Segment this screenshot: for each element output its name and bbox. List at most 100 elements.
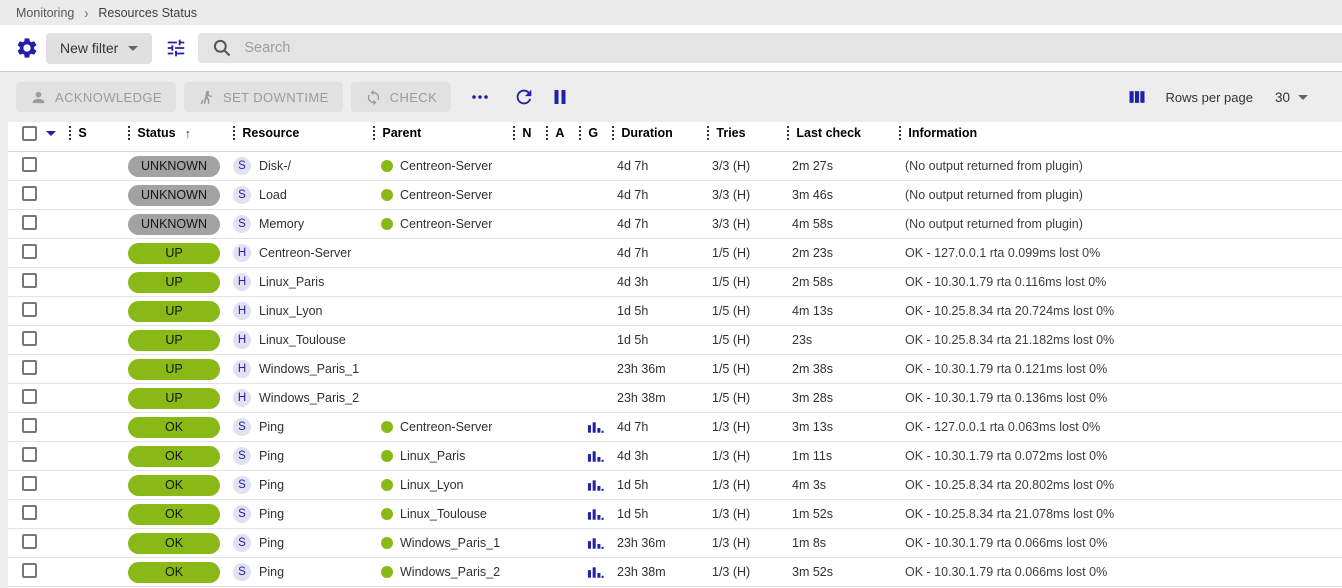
row-checkbox[interactable] (22, 418, 37, 433)
rows-per-page-select[interactable]: 30 (1275, 90, 1308, 105)
parent-cell[interactable]: Centreon-Server (377, 217, 492, 231)
drag-handle-icon[interactable] (899, 125, 902, 141)
more-actions-button[interactable] (465, 82, 495, 112)
row-checkbox[interactable] (22, 447, 37, 462)
parent-name[interactable]: Centreon-Server (400, 217, 493, 231)
table-row[interactable]: UP H Linux_Paris 4d 3h 1/5 (H) 2m 58s OK… (8, 268, 1342, 297)
table-row[interactable]: OK S Ping Windows_Paris_1 23h 36m 1/3 (H… (8, 529, 1342, 558)
breadcrumb-monitoring[interactable]: Monitoring (16, 5, 75, 20)
parent-name[interactable]: Windows_Paris_1 (400, 536, 501, 550)
table-row[interactable]: OK S Ping Linux_Toulouse 1d 5h 1/3 (H) 1… (8, 500, 1342, 529)
drag-handle-icon[interactable] (787, 125, 790, 141)
resource-name[interactable]: Linux_Toulouse (259, 333, 346, 347)
breadcrumb-resources-status[interactable]: Resources Status (98, 5, 198, 20)
table-row[interactable]: UNKNOWN S Disk-/ Centreon-Server 4d 7h 3… (8, 152, 1342, 181)
graph-icon[interactable] (587, 537, 604, 550)
drag-handle-icon[interactable] (612, 125, 615, 141)
select-menu-caret-icon[interactable] (46, 130, 56, 136)
header-status[interactable]: Status ↑ (128, 126, 233, 141)
table-row[interactable]: OK S Ping Linux_Paris 4d 3h 1/3 (H) 1m 1… (8, 442, 1342, 471)
table-row[interactable]: UP H Centreon-Server 4d 7h 1/5 (H) 2m 23… (8, 239, 1342, 268)
parent-name[interactable]: Windows_Paris_2 (400, 565, 501, 579)
row-checkbox[interactable] (22, 215, 37, 230)
graph-icon[interactable] (587, 508, 604, 521)
drag-handle-icon[interactable] (69, 125, 72, 141)
resource-name[interactable]: Disk-/ (259, 159, 291, 173)
row-checkbox[interactable] (22, 505, 37, 520)
graph-icon[interactable] (587, 421, 604, 434)
resource-name[interactable]: Centreon-Server (259, 246, 352, 260)
row-checkbox[interactable] (22, 273, 37, 288)
parent-name[interactable]: Centreon-Server (400, 420, 493, 434)
graph-icon[interactable] (587, 450, 604, 463)
graph-icon[interactable] (587, 566, 604, 579)
row-checkbox[interactable] (22, 331, 37, 346)
row-checkbox[interactable] (22, 157, 37, 172)
table-row[interactable]: OK S Ping Centreon-Server 4d 7h 1/3 (H) … (8, 413, 1342, 442)
resource-name[interactable]: Load (259, 188, 287, 202)
new-filter-dropdown[interactable]: New filter (46, 32, 153, 64)
resource-name[interactable]: Ping (259, 449, 285, 463)
table-row[interactable]: UNKNOWN S Load Centreon-Server 4d 7h 3/3… (8, 181, 1342, 210)
resource-name[interactable]: Linux_Lyon (259, 304, 323, 318)
row-checkbox[interactable] (22, 360, 37, 375)
advanced-filter-button[interactable] (160, 32, 192, 64)
parent-cell[interactable]: Centreon-Server (377, 188, 492, 202)
header-resource[interactable]: Resource (233, 125, 373, 141)
row-checkbox[interactable] (22, 563, 37, 578)
row-checkbox[interactable] (22, 244, 37, 259)
select-all-checkbox[interactable] (22, 125, 37, 141)
parent-cell[interactable]: Windows_Paris_1 (377, 536, 500, 550)
drag-handle-icon[interactable] (373, 125, 376, 141)
acknowledge-button[interactable]: ACKNOWLEDGE (16, 82, 176, 112)
header-tries[interactable]: Tries (707, 125, 787, 141)
filter-settings-button[interactable] (10, 31, 44, 65)
drag-handle-icon[interactable] (128, 125, 131, 141)
parent-cell[interactable]: Centreon-Server (377, 420, 492, 434)
search-input[interactable] (244, 40, 1262, 56)
row-checkbox[interactable] (22, 476, 37, 491)
edit-columns-button[interactable] (1122, 82, 1152, 112)
drag-handle-icon[interactable] (707, 125, 710, 141)
drag-handle-icon[interactable] (579, 125, 582, 141)
resource-name[interactable]: Linux_Paris (259, 275, 325, 289)
row-checkbox[interactable] (22, 186, 37, 201)
check-button[interactable]: CHECK (350, 82, 452, 112)
parent-name[interactable]: Centreon-Server (400, 159, 493, 173)
parent-name[interactable]: Linux_Paris (400, 449, 466, 463)
resource-name[interactable]: Windows_Paris_2 (259, 391, 360, 405)
table-row[interactable]: OK S Ping Linux_Lyon 1d 5h 1/3 (H) 4m 3s… (8, 471, 1342, 500)
header-action[interactable]: A (546, 125, 579, 141)
refresh-button[interactable] (509, 82, 539, 112)
parent-cell[interactable]: Linux_Paris (377, 449, 465, 463)
drag-handle-icon[interactable] (513, 125, 516, 141)
resource-name[interactable]: Ping (259, 565, 285, 579)
table-row[interactable]: UP H Windows_Paris_2 23h 38m 1/5 (H) 3m … (8, 384, 1342, 413)
header-severity[interactable]: S (46, 125, 128, 141)
header-graph[interactable]: G (579, 125, 612, 141)
table-row[interactable]: UP H Linux_Lyon 1d 5h 1/5 (H) 4m 13s OK … (8, 297, 1342, 326)
set-downtime-button[interactable]: SET DOWNTIME (183, 82, 343, 112)
header-notes[interactable]: N (513, 125, 546, 141)
graph-icon[interactable] (587, 479, 604, 492)
header-parent[interactable]: Parent (373, 125, 513, 141)
parent-cell[interactable]: Linux_Toulouse (377, 507, 487, 521)
resource-name[interactable]: Ping (259, 536, 285, 550)
parent-cell[interactable]: Centreon-Server (377, 159, 492, 173)
resource-name[interactable]: Ping (259, 507, 285, 521)
resource-name[interactable]: Ping (259, 420, 285, 434)
table-row[interactable]: UNKNOWN S Memory Centreon-Server 4d 7h 3… (8, 210, 1342, 239)
pause-button[interactable] (545, 82, 575, 112)
table-row[interactable]: UP H Windows_Paris_1 23h 36m 1/5 (H) 2m … (8, 355, 1342, 384)
parent-name[interactable]: Linux_Toulouse (400, 507, 487, 521)
header-information[interactable]: Information (899, 125, 1342, 141)
row-checkbox[interactable] (22, 302, 37, 317)
resource-name[interactable]: Windows_Paris_1 (259, 362, 360, 376)
resource-name[interactable]: Ping (259, 478, 285, 492)
drag-handle-icon[interactable] (233, 125, 236, 141)
resource-name[interactable]: Memory (259, 217, 305, 231)
drag-handle-icon[interactable] (546, 125, 549, 141)
header-duration[interactable]: Duration (612, 125, 707, 141)
row-checkbox[interactable] (22, 534, 37, 549)
header-select-all[interactable] (8, 125, 46, 141)
